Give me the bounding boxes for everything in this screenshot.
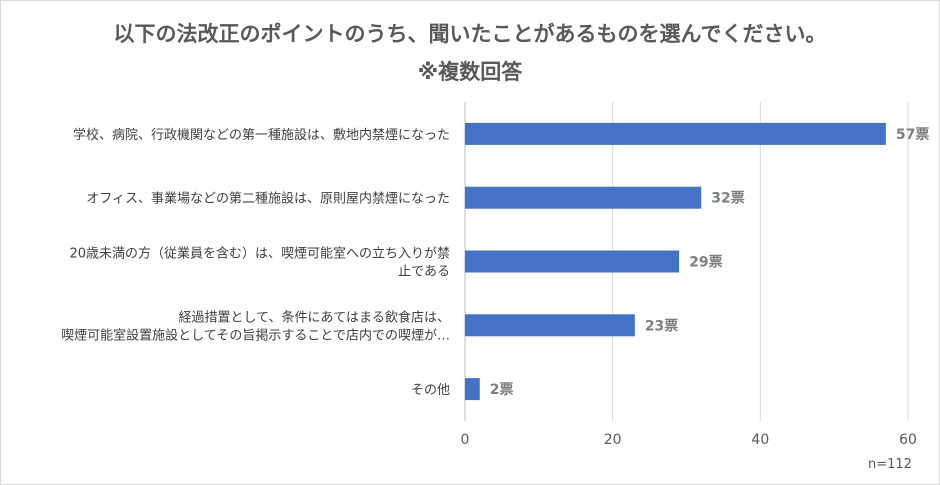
- category-label: 喫煙可能室設置施設としてその旨掲示することで店内での喫煙が…: [61, 327, 450, 343]
- x-tick-label: 20: [604, 432, 622, 448]
- data-label: 32票: [711, 191, 744, 207]
- category-label: その他: [411, 383, 450, 398]
- x-tick-label: 60: [899, 432, 917, 448]
- x-tick-label: 0: [461, 432, 470, 448]
- bar: [465, 314, 635, 337]
- sample-size-note: n=112: [868, 457, 912, 472]
- category-label: 20歳未満の方（従業員を含む）は、喫煙可能室への立ち入りが禁: [69, 246, 450, 262]
- chart-subtitle: ※複数回答: [417, 60, 523, 84]
- category-label: オフィス、事業場などの第二種施設は、原則屋内禁煙になった: [86, 191, 450, 207]
- data-label: 23票: [645, 318, 678, 334]
- category-label: 止である: [398, 265, 450, 280]
- data-label: 29票: [689, 255, 722, 271]
- x-tick-label: 40: [751, 432, 769, 448]
- bar: [465, 378, 480, 401]
- data-label: 57票: [896, 127, 929, 143]
- data-label: 2票: [490, 382, 514, 398]
- bar: [465, 186, 702, 209]
- chart-title: 以下の法改正のポイントのうち、聞いたことがあるものを選んでください。: [113, 22, 827, 46]
- category-label: 学校、病院、行政機関などの第一種施設は、敷地内禁煙になった: [73, 127, 450, 143]
- bar: [465, 122, 886, 145]
- bar: [465, 250, 680, 273]
- category-label: 経過措置として、条件にあてはまる飲食店は、: [179, 309, 450, 325]
